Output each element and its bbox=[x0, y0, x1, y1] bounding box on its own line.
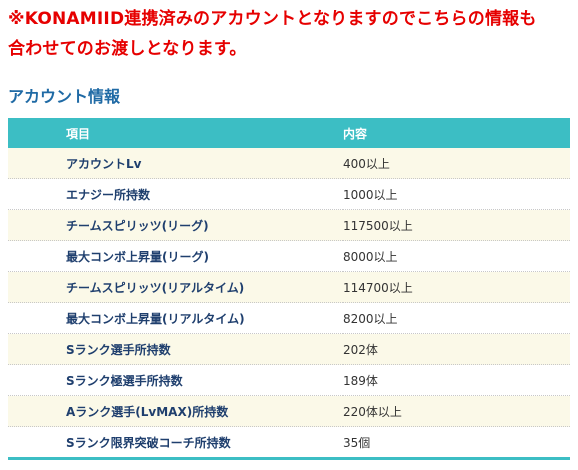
row-item-label: Sランク極選手所持数 bbox=[8, 364, 343, 396]
table-row: Sランク選手所持数 202体 bbox=[8, 333, 570, 365]
row-item-value: 8200以上 bbox=[343, 302, 570, 334]
notice-line-2: 合わせてのお渡しとなります。 bbox=[8, 39, 247, 59]
row-item-value: 35個 bbox=[343, 426, 570, 459]
section-title: アカウント情報 bbox=[8, 87, 121, 106]
row-item-label: Sランク選手所持数 bbox=[8, 333, 343, 365]
notice-message: ※KONAMIID連携済みのアカウントとなりますのでこちらの情報も 合わせてのお… bbox=[8, 4, 570, 64]
row-item-label: 最大コンボ上昇量(リーグ) bbox=[8, 240, 343, 272]
header-item: 項目 bbox=[8, 118, 343, 148]
row-item-value: 202体 bbox=[343, 333, 570, 365]
row-item-label: Aランク選手(LvMAX)所持数 bbox=[8, 395, 343, 427]
header-value: 内容 bbox=[343, 118, 570, 148]
row-item-value: 220体以上 bbox=[343, 395, 570, 427]
row-item-value: 1000以上 bbox=[343, 178, 570, 210]
row-item-value: 8000以上 bbox=[343, 240, 570, 272]
row-item-label: チームスピリッツ(リーグ) bbox=[8, 209, 343, 241]
row-item-value: 117500以上 bbox=[343, 209, 570, 241]
table-row: エナジー所持数 1000以上 bbox=[8, 178, 570, 210]
table-row: 最大コンボ上昇量(リアルタイム) 8200以上 bbox=[8, 302, 570, 334]
row-item-label: エナジー所持数 bbox=[8, 178, 343, 210]
row-item-label: チームスピリッツ(リアルタイム) bbox=[8, 271, 343, 303]
table-row: チームスピリッツ(リアルタイム) 114700以上 bbox=[8, 271, 570, 303]
notice-line-1: ※KONAMIID連携済みのアカウントとなりますのでこちらの情報も bbox=[8, 9, 537, 29]
account-info-table: 項目 内容 アカウントLv 400以上 エナジー所持数 1000以上 チームスピ… bbox=[8, 118, 570, 460]
row-item-value: 400以上 bbox=[343, 148, 570, 179]
table-row: アカウントLv 400以上 bbox=[8, 148, 570, 179]
row-item-label: Sランク限界突破コーチ所持数 bbox=[8, 426, 343, 459]
table-row: Aランク選手(LvMAX)所持数 220体以上 bbox=[8, 395, 570, 427]
table-header-row: 項目 内容 bbox=[8, 118, 570, 148]
row-item-value: 189体 bbox=[343, 364, 570, 396]
table-row: チームスピリッツ(リーグ) 117500以上 bbox=[8, 209, 570, 241]
table-row: Sランク極選手所持数 189体 bbox=[8, 364, 570, 396]
row-item-label: アカウントLv bbox=[8, 148, 343, 179]
row-item-label: 最大コンボ上昇量(リアルタイム) bbox=[8, 302, 343, 334]
table-row: 最大コンボ上昇量(リーグ) 8000以上 bbox=[8, 240, 570, 272]
row-item-value: 114700以上 bbox=[343, 271, 570, 303]
table-row: Sランク限界突破コーチ所持数 35個 bbox=[8, 426, 570, 459]
